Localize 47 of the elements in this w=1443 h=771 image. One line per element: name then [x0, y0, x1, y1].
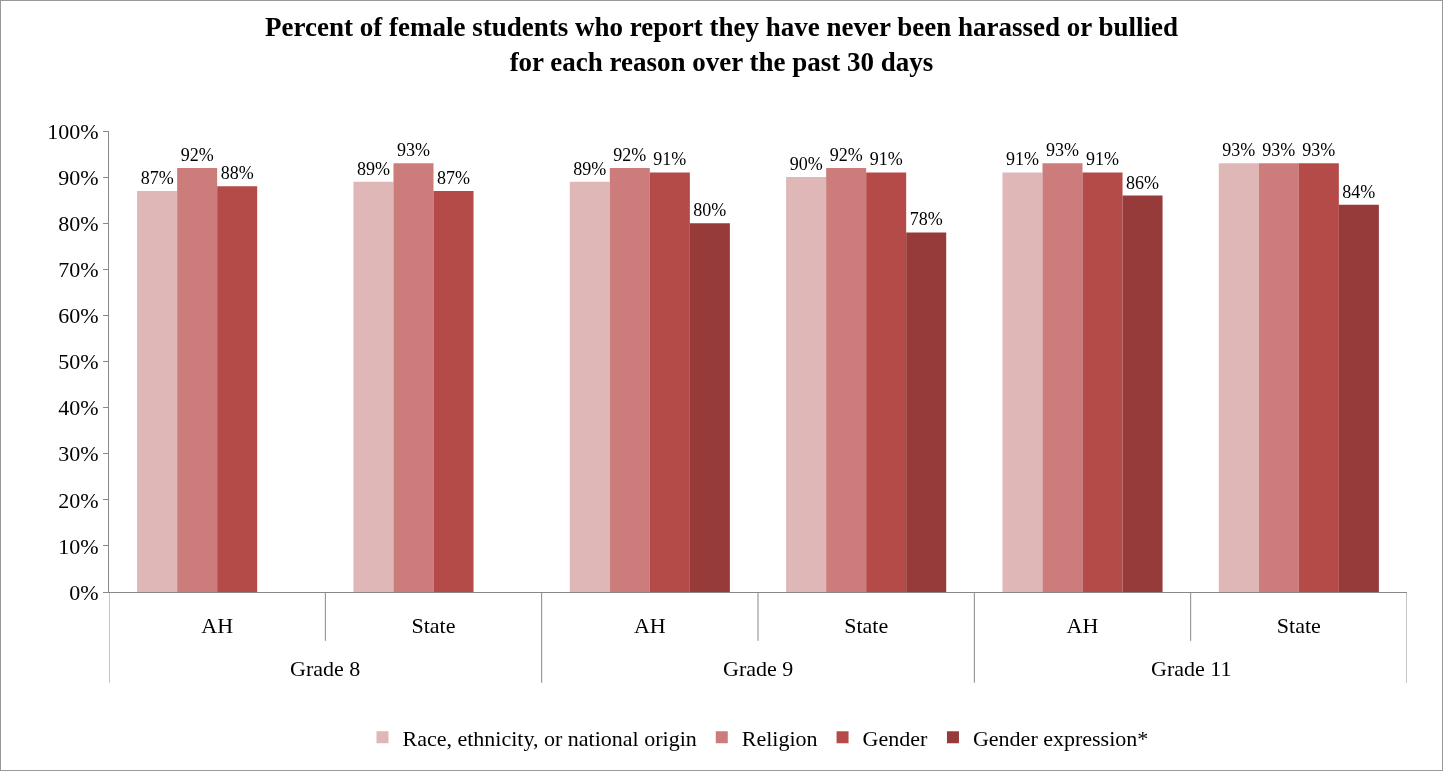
text: Grade 9: [723, 656, 794, 681]
y-tick-label: 0%: [69, 579, 99, 605]
data-label: 92%: [180, 144, 214, 165]
y-tick-label: 40%: [58, 395, 99, 421]
y-tick-label: 70%: [58, 257, 99, 282]
x-tick-label: State: [411, 613, 456, 639]
y-tick-label: 50%: [58, 349, 99, 375]
data-label: 92%: [613, 144, 647, 165]
y-tick-label: 80%: [58, 210, 99, 236]
data-label: 93%: [1302, 140, 1336, 161]
data-label: 91%: [869, 149, 903, 170]
text: Grade 11: [1151, 656, 1232, 681]
legend-label: Religion: [741, 725, 818, 751]
data-label: 87%: [437, 167, 471, 188]
y-tick-label: 100%: [47, 118, 99, 144]
y-tick-label: 10%: [58, 533, 99, 559]
data-label: 89%: [573, 158, 607, 179]
legend-label: Race, ethnicity, or national origin: [402, 725, 697, 751]
data-label: 78%: [909, 209, 943, 230]
text: Grade 8: [290, 656, 361, 681]
data-label: 87%: [140, 167, 174, 188]
data-label: 91%: [1086, 149, 1120, 170]
data-label: 80%: [693, 200, 727, 221]
data-label: 86%: [1126, 172, 1160, 193]
chart-title: Percent of female students who report they have never been harassed or bullied for each reason over the past 30 days: [265, 11, 1178, 77]
data-label: 88%: [220, 163, 254, 184]
x-tick-label: AH: [633, 613, 666, 639]
x-tick-label: AH: [1066, 613, 1099, 639]
y-tick-label: 60%: [58, 303, 99, 329]
data-label: 90%: [789, 154, 823, 175]
legend-label: Gender: [862, 725, 928, 751]
data-label: 92%: [829, 144, 863, 165]
data-label: 93%: [396, 140, 430, 161]
data-label: 93%: [1262, 140, 1296, 161]
y-tick-label: 20%: [58, 487, 99, 513]
y-tick-label: 90%: [58, 164, 99, 190]
data-label: 91%: [1005, 149, 1039, 170]
data-label: 93%: [1222, 140, 1256, 161]
x-tick-label: State: [1276, 613, 1321, 639]
data-label: 84%: [1342, 181, 1376, 202]
x-tick-label: State: [844, 613, 889, 639]
data-label: 89%: [356, 158, 390, 179]
data-label: 91%: [653, 149, 687, 170]
legend-label: Gender expression*: [972, 725, 1149, 751]
data-label: 93%: [1045, 140, 1079, 161]
x-tick-label: AH: [201, 613, 234, 639]
y-tick-label: 30%: [58, 441, 99, 467]
